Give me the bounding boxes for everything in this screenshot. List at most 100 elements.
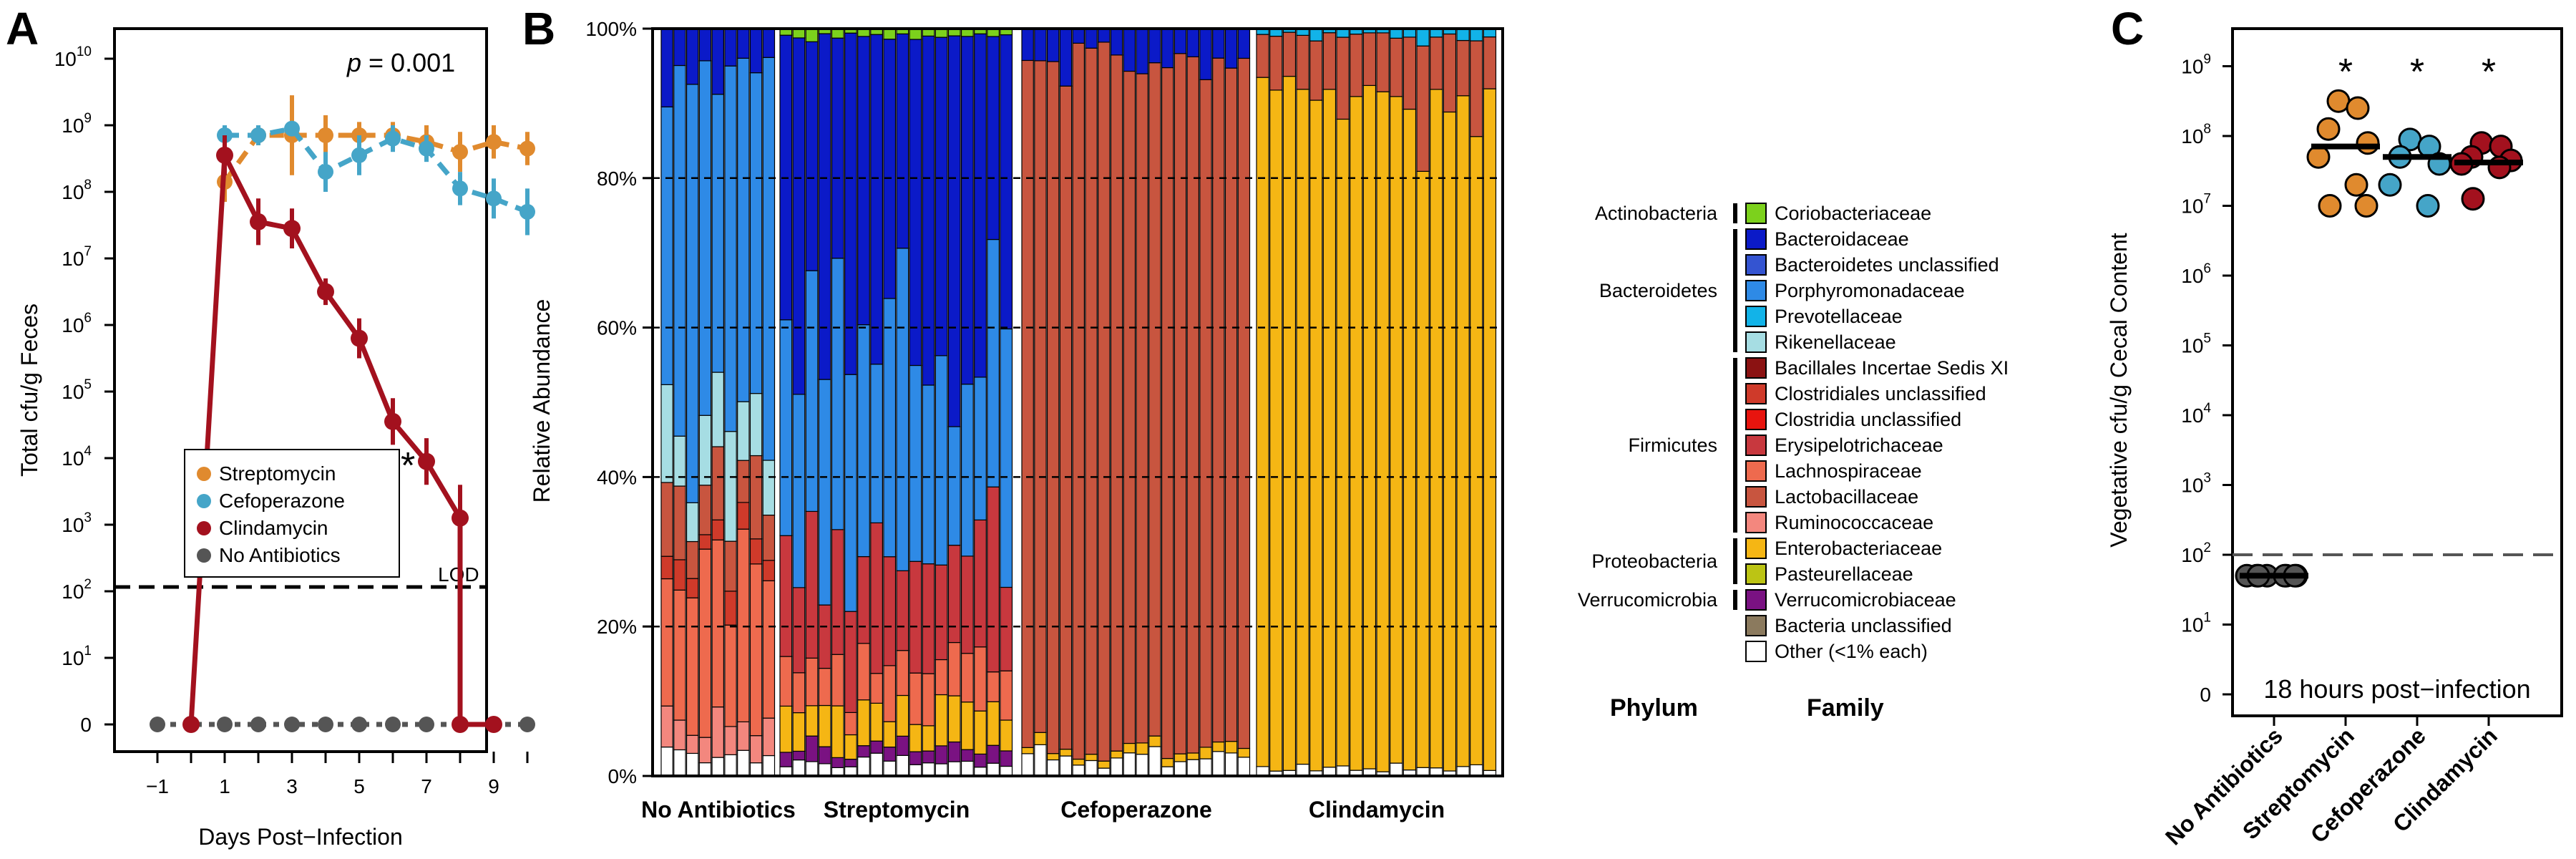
bar-segment: [1186, 56, 1199, 754]
bar-segment: [673, 28, 686, 67]
y-tick-label: 80%: [597, 168, 637, 190]
y-tick-label: 104: [62, 444, 92, 470]
y-tick-label: 107: [2181, 192, 2211, 218]
bar-segment: [1350, 34, 1363, 97]
y-tick-base: 0: [80, 714, 92, 736]
bar-segment: [805, 705, 819, 737]
y-tick-exponent: 5: [2203, 331, 2211, 346]
bar-segment: [1021, 59, 1034, 748]
bar-segment: [896, 33, 909, 249]
bar-segment: [1362, 32, 1377, 87]
y-tick-base: 10: [2181, 265, 2203, 287]
bar-segment: [1390, 762, 1403, 777]
bar-segment: [870, 364, 883, 524]
y-tick-exponent: 8: [84, 178, 92, 193]
bar-segment: [818, 379, 831, 606]
points-clindamycin: [2449, 131, 2523, 211]
bar-segment: [737, 528, 750, 723]
bar-segment: [660, 746, 673, 777]
bar-segment: [673, 589, 686, 721]
bar-segment: [1021, 747, 1034, 754]
bar-segment: [974, 377, 987, 520]
legend-phylum-label: Proteobacteria: [1591, 550, 1718, 572]
y-tick-exponent: 3: [2203, 471, 2211, 486]
legend-phylum-label: Firmicutes: [1628, 435, 1717, 456]
y-tick-base: 10: [2181, 475, 2203, 497]
bar-segment: [1186, 28, 1199, 57]
bar-segment: [818, 604, 831, 669]
bar-segment: [1212, 741, 1225, 752]
y-tick-exponent: 7: [84, 244, 92, 259]
bar-segment: [762, 460, 776, 516]
bar-segment: [947, 641, 961, 697]
bar-segment: [737, 401, 750, 461]
bar-segment: [844, 734, 857, 760]
bar-segment: [987, 36, 1000, 241]
bar-segment: [1174, 761, 1187, 777]
y-tick-base: 10: [62, 514, 84, 536]
bar-segment: [922, 384, 935, 565]
bar-segment: [762, 560, 776, 581]
bar-segment: [1123, 70, 1136, 744]
bar-segment: [831, 37, 844, 259]
y-tick-label: 105: [62, 377, 92, 403]
data-point: [2346, 96, 2370, 120]
y-tick-label: 0%: [608, 765, 637, 787]
p-value-symbol: p: [346, 48, 361, 77]
legend-family-label: Erysipelotrichaceae: [1775, 435, 1943, 456]
legend-swatch: [1745, 641, 1767, 662]
y-tick-exponent: 5: [84, 377, 92, 392]
y-tick-exponent: 10: [77, 44, 92, 59]
data-point: [452, 509, 469, 527]
bar-segment: [857, 36, 870, 326]
bar-segment: [883, 665, 897, 722]
bar-segment: [960, 760, 974, 777]
legend-swatch: [1745, 383, 1767, 404]
bar-segment: [1212, 28, 1225, 59]
legend-swatch: [1745, 331, 1767, 353]
bar-segment: [818, 704, 831, 747]
bar-segment: [1034, 28, 1047, 62]
bar-segment: [909, 764, 922, 777]
y-tick-label: 105: [2181, 331, 2211, 357]
bar-segment: [724, 28, 737, 67]
y-tick-base: 10: [2181, 195, 2203, 218]
legend-label: Clindamycin: [219, 517, 328, 539]
data-point: [2356, 131, 2380, 155]
y-tick-base: 10: [2181, 335, 2203, 357]
bar-segment: [1416, 170, 1430, 768]
bar-segment: [1416, 28, 1430, 47]
bar-segment: [1443, 111, 1457, 772]
bar-segment: [792, 672, 806, 714]
panel-c-letter: C: [2111, 3, 2144, 54]
bar-segment: [1390, 96, 1403, 764]
bar-segment: [909, 364, 922, 562]
panel-a-x-axis: −1 1 3 5 7 9: [146, 752, 529, 797]
bar-segment: [935, 564, 948, 661]
bar-segment: [792, 587, 806, 674]
y-tick-label: 0: [80, 714, 92, 736]
group-label: No Antibiotics: [641, 797, 796, 822]
y-tick-exponent: 6: [2203, 261, 2211, 276]
legend-family-label: Enterobacteriaceae: [1775, 538, 1942, 559]
data-point: [250, 127, 266, 143]
bar-segment: [883, 39, 897, 299]
legend-swatch: [1745, 306, 1767, 327]
bar-segment: [737, 502, 750, 530]
bar-segment: [1000, 719, 1013, 752]
y-tick-exponent: 6: [84, 311, 92, 326]
y-tick-label: 106: [62, 311, 92, 336]
bar-segment: [1322, 32, 1337, 90]
bar-segment: [1110, 54, 1123, 752]
bar-segment: [1034, 744, 1047, 777]
bar-segment: [673, 64, 686, 437]
y-tick-base: 10: [62, 647, 84, 669]
y-tick-base: 10: [2181, 544, 2203, 566]
bar-segment: [1296, 34, 1309, 90]
bar-segment: [711, 539, 724, 708]
data-point: [2306, 145, 2331, 169]
data-point: [385, 717, 401, 732]
bar-segment: [974, 753, 987, 768]
bar-segment: [831, 529, 844, 655]
bar-segment: [987, 762, 1000, 777]
